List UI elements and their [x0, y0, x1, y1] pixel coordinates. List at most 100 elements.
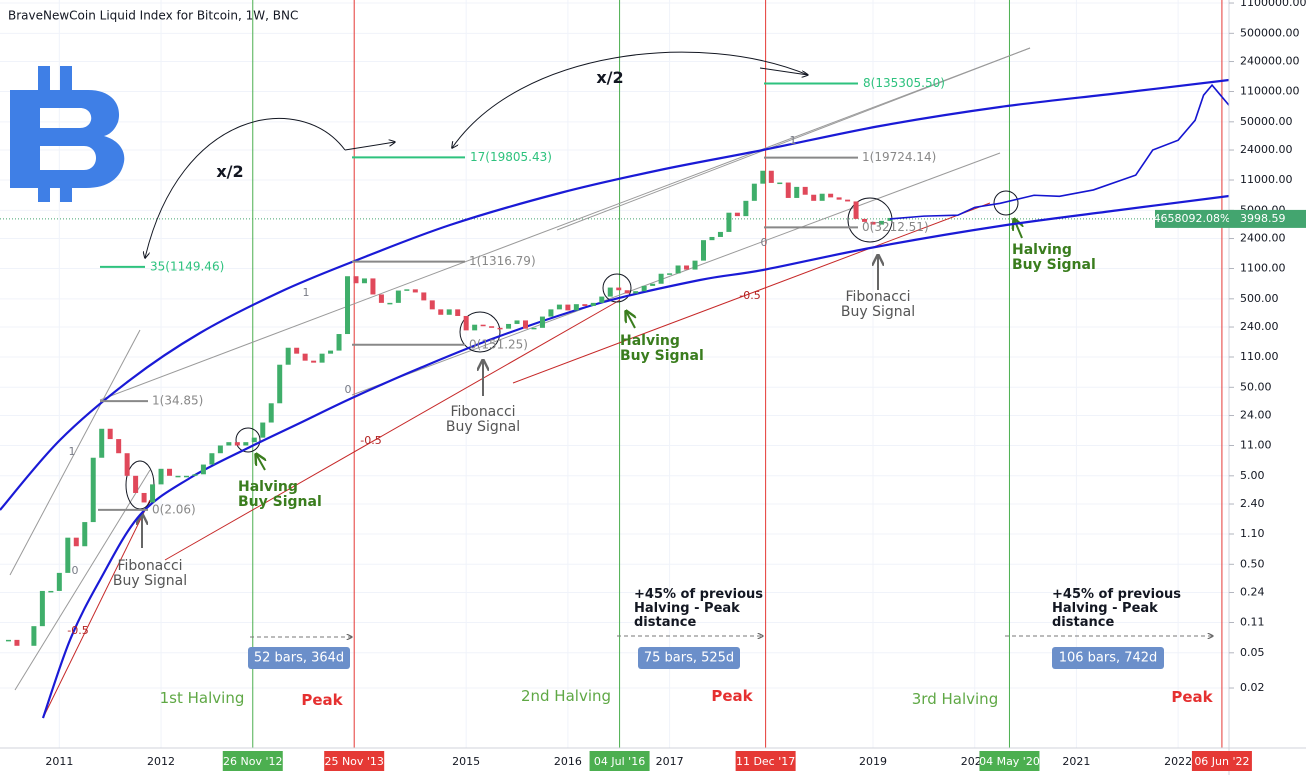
regression-curve [0, 78, 1230, 511]
circle [602, 273, 632, 303]
candle [760, 170, 766, 184]
annotation: x/2 [216, 162, 243, 181]
channel-line [512, 202, 991, 384]
candle [802, 186, 808, 195]
bitcoin-logo [10, 90, 125, 188]
candle [734, 212, 740, 217]
date-badge [735, 751, 796, 771]
annotation-line: +45% of previous [634, 587, 763, 602]
date-badge [324, 751, 385, 771]
annotation: Peak [301, 691, 343, 709]
bitcoin-logo [38, 66, 50, 92]
regression-curve [41, 194, 1230, 719]
date-badge-label: 11 Dec '17 [736, 755, 795, 768]
circle [993, 190, 1019, 216]
candle [650, 283, 656, 286]
candle [192, 474, 198, 476]
fib-label: 0(151.25) [469, 337, 528, 351]
y-tick-label: 500000.00 [1240, 26, 1300, 39]
candle [311, 360, 317, 363]
candle [455, 309, 461, 316]
labels: BraveNewCoin Liquid Index for Bitcoin, 1… [8, 9, 1214, 709]
annotation: 1st Halving [160, 689, 245, 707]
y-tick-label: 50000.00 [1240, 115, 1293, 128]
fib-label: 1(1316.79) [469, 254, 536, 268]
candle [353, 276, 359, 284]
candle [853, 201, 859, 219]
signal-arrow [1014, 219, 1022, 239]
circle [459, 311, 501, 353]
candle [785, 182, 791, 198]
candle [260, 422, 266, 438]
y-tick-label: 110000.00 [1240, 85, 1300, 98]
annotation-line: Halving - Peak [1052, 601, 1158, 616]
annotation-line: 1st Halving [160, 689, 245, 707]
curved-arrow [452, 51, 809, 148]
candle [412, 289, 418, 293]
date-badge-label: 04 May '20 [979, 755, 1040, 768]
annotation-line: Buy Signal [113, 573, 187, 589]
channel-label: 0 [345, 383, 352, 396]
y-tick-label: 50.00 [1240, 380, 1272, 393]
candle [463, 315, 469, 331]
channel-line [351, 152, 1001, 396]
y-tick-label: 0.02 [1240, 681, 1265, 694]
y-tick-label: 2400.00 [1240, 232, 1286, 245]
candle [200, 464, 206, 475]
annotation-line: Buy Signal [1012, 257, 1096, 273]
date-badge-label: 04 Jul '16 [594, 755, 645, 768]
candle [395, 290, 401, 303]
y-tick-label: 1.10 [1240, 527, 1265, 540]
date-badge [1191, 751, 1252, 771]
y-tick-label: 240.00 [1240, 320, 1279, 333]
bitcoin-logo [60, 66, 72, 92]
target-label: 35(1149.46) [150, 259, 224, 273]
signal-arrows [256, 219, 1022, 471]
change-badge [1155, 209, 1229, 228]
date-badge-label: 25 Nov '13 [324, 755, 383, 768]
change-badge-label: 4658092.08% [1154, 212, 1231, 225]
candle [531, 327, 537, 330]
x-tick-label: 2016 [554, 755, 582, 768]
candle [421, 292, 427, 301]
signal-arrow [256, 454, 265, 471]
candle [556, 304, 562, 310]
annotation: Fibonacci Buy Signal [446, 404, 520, 435]
candle [836, 197, 842, 200]
annotation: Fibonacci Buy Signal [113, 558, 187, 589]
candle [768, 170, 774, 183]
signal-arrows [142, 255, 878, 548]
annotation-line: Buy Signal [841, 304, 915, 320]
candle [48, 590, 54, 593]
candle [319, 353, 325, 363]
candle [14, 639, 20, 646]
candle [5, 639, 11, 642]
candle [183, 475, 189, 478]
bitcoin-logo [60, 186, 72, 202]
y-tick-label: 110.00 [1240, 350, 1279, 363]
candle [480, 324, 486, 327]
annotation-line: Peak [1171, 688, 1213, 706]
channel-line [14, 469, 151, 691]
y-tick-label: 1100.00 [1240, 262, 1286, 275]
annotation-line: Buy Signal [238, 494, 322, 510]
date-badge [222, 751, 283, 771]
duration-badge [1052, 647, 1164, 669]
candle [633, 291, 639, 294]
candle [794, 186, 800, 198]
channel-label: -0.5 [739, 289, 760, 302]
annotation-line: distance [1052, 615, 1114, 630]
candle [226, 442, 232, 446]
target-label: 17(19805.43) [470, 150, 552, 164]
annotation-line: Peak [301, 691, 343, 709]
annotation-line: +45% of previous [1052, 587, 1181, 602]
candle [497, 327, 503, 330]
channel-line [42, 499, 151, 719]
marks [5, 83, 1230, 646]
candle [819, 193, 825, 201]
event-lines [252, 0, 1223, 748]
channel-line [9, 329, 141, 576]
fib-label: 0(3212.51) [862, 220, 929, 234]
candle [658, 273, 664, 284]
candle [438, 309, 444, 315]
